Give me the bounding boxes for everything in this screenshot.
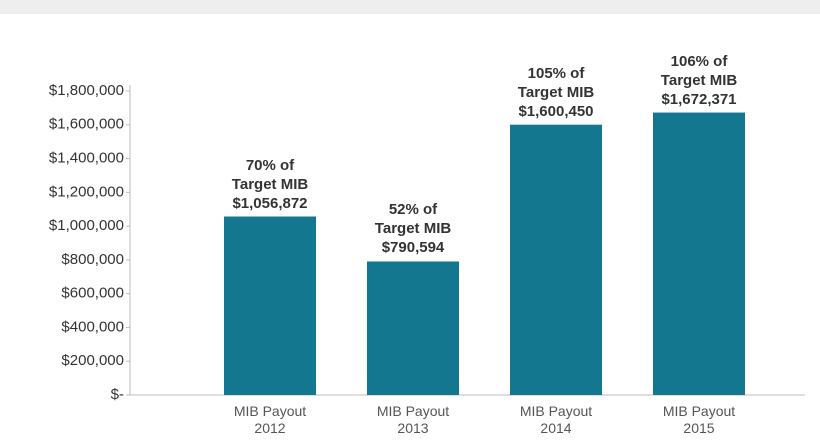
- value-label: $1,672,371: [661, 90, 737, 108]
- bar-label: 52% of Target MIB $790,594: [353, 200, 473, 257]
- y-tick-label: $600,000: [61, 285, 124, 302]
- y-tick-label: $1,800,000: [49, 82, 124, 99]
- x-tick-label: MIB Payout 2014: [519, 403, 593, 436]
- x-tick-label: MIB Payout 2013: [376, 403, 450, 436]
- value-label: $790,594: [381, 239, 445, 257]
- bar-label: 70% of Target MIB $1,056,872: [210, 156, 330, 213]
- y-tick-label: $200,000: [61, 352, 124, 369]
- y-tick-label: $1,000,000: [49, 217, 124, 234]
- y-tick-label: $1,600,000: [49, 116, 124, 133]
- annotation: 70% of Target MIB: [231, 156, 309, 193]
- annotation: 105% of Target MIB: [517, 64, 595, 101]
- value-label: $1,056,872: [232, 194, 308, 212]
- bar-label: 105% of Target MIB $1,600,450: [496, 64, 616, 121]
- bar: [510, 124, 602, 395]
- x-tick-label: MIB Payout 2015: [662, 403, 736, 436]
- x-tick-label: MIB Payout 2012: [233, 403, 307, 436]
- y-tick-label: $1,400,000: [49, 150, 124, 167]
- annotation: 106% of Target MIB: [660, 52, 738, 89]
- y-tick-label: $-: [111, 386, 124, 403]
- y-tick-label: $1,200,000: [49, 183, 124, 200]
- bar-label: 106% of Target MIB $1,672,371: [639, 52, 759, 109]
- y-tick-label: $800,000: [61, 251, 124, 268]
- bar: [224, 216, 316, 395]
- bar: [653, 112, 745, 396]
- header-band: [0, 0, 820, 14]
- y-tick-label: $400,000: [61, 318, 124, 335]
- value-label: $1,600,450: [518, 102, 594, 120]
- annotation: 52% of Target MIB: [374, 201, 452, 238]
- bar: [367, 261, 459, 395]
